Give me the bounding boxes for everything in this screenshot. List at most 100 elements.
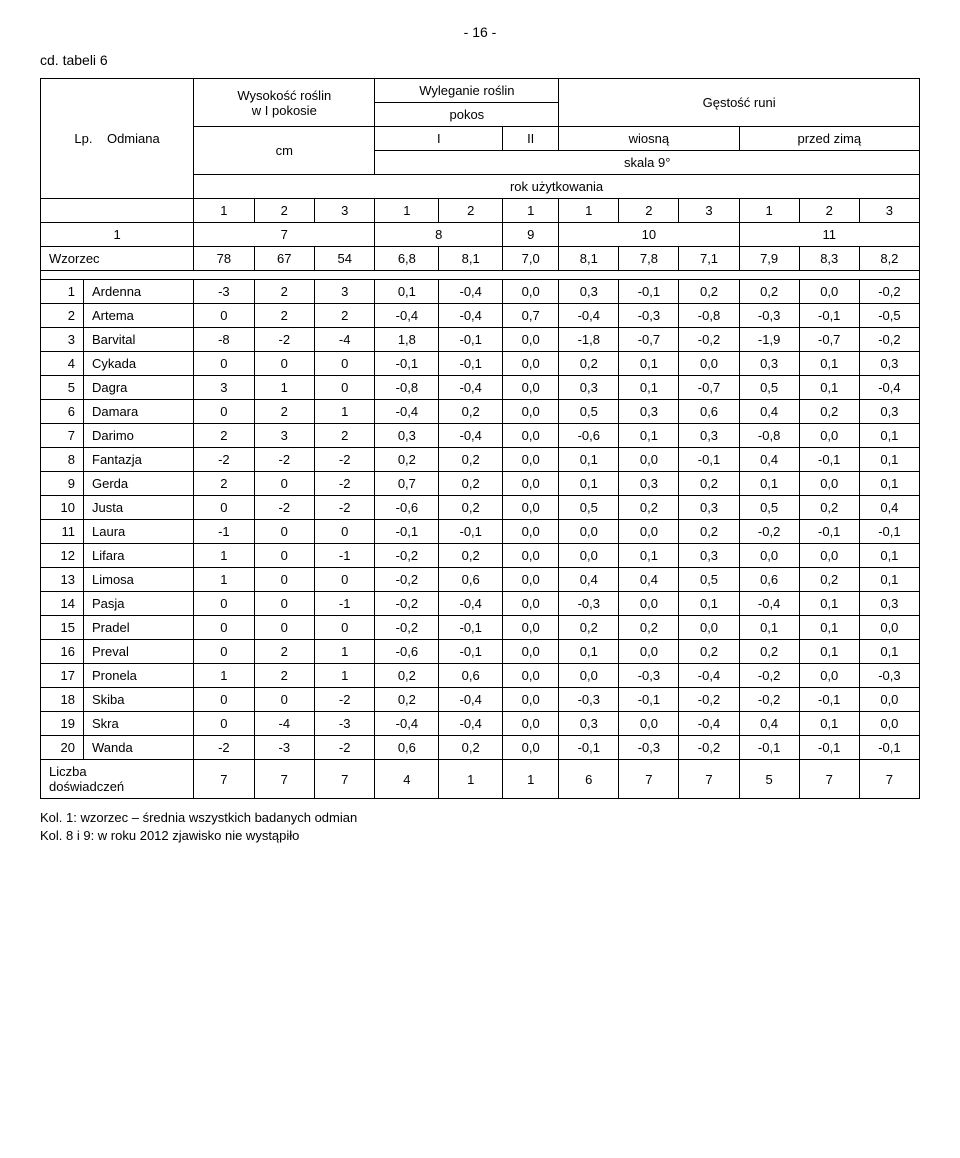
cell: -0,1 (619, 280, 679, 304)
liczba-v-11: 7 (859, 760, 919, 799)
cell: 0,5 (559, 400, 619, 424)
cell: 0 (314, 376, 374, 400)
cell: 0,2 (439, 400, 503, 424)
cell: -0,4 (679, 664, 739, 688)
reference-row: Wzorzec7867546,88,17,08,17,87,17,98,38,2 (41, 247, 920, 271)
cell: 0,2 (799, 400, 859, 424)
row-index: 5 (41, 376, 84, 400)
reference-v-7: 7,8 (619, 247, 679, 271)
cell: -0,4 (375, 712, 439, 736)
cell: 0,1 (859, 640, 919, 664)
cell: -0,1 (679, 448, 739, 472)
reference-name: Wzorzec (41, 247, 194, 271)
cell: 0,6 (739, 568, 799, 592)
row-name: Justa (84, 496, 194, 520)
cell: -2 (314, 496, 374, 520)
cell: 0,3 (859, 352, 919, 376)
liczba-v-0: 7 (194, 760, 254, 799)
cell: -1 (194, 520, 254, 544)
cell: 0,1 (859, 448, 919, 472)
cell: 1 (254, 376, 314, 400)
colnum-4: 10 (559, 223, 739, 247)
cell: -0,3 (739, 304, 799, 328)
cell: -0,4 (375, 400, 439, 424)
h-y-a2: 3 (314, 199, 374, 223)
cell: -0,4 (439, 688, 503, 712)
cell: 0,3 (859, 592, 919, 616)
cell: 1 (314, 640, 374, 664)
table-row: 2Artema022-0,4-0,40,7-0,4-0,3-0,8-0,3-0,… (41, 304, 920, 328)
cell: 0,0 (503, 712, 559, 736)
cell: 0,2 (439, 472, 503, 496)
cell: 0,1 (799, 352, 859, 376)
h-y-c0: 1 (503, 199, 559, 223)
cell: 0,3 (679, 544, 739, 568)
cell: 0,3 (559, 712, 619, 736)
cell: 0,0 (799, 544, 859, 568)
reference-v-0: 78 (194, 247, 254, 271)
cell: -0,2 (859, 328, 919, 352)
cell: 2 (254, 304, 314, 328)
table-row: 1Ardenna-3230,1-0,40,00,3-0,10,20,20,0-0… (41, 280, 920, 304)
spacer-row (41, 271, 920, 280)
row-name: Limosa (84, 568, 194, 592)
reference-v-3: 6,8 (375, 247, 439, 271)
cell: -3 (314, 712, 374, 736)
cell: -0,7 (679, 376, 739, 400)
cell: -0,6 (375, 640, 439, 664)
cell: 0,0 (503, 424, 559, 448)
cell: -0,4 (439, 280, 503, 304)
cell: 0,5 (679, 568, 739, 592)
colnum-2: 8 (375, 223, 503, 247)
cell: 2 (314, 304, 374, 328)
cell: -0,4 (439, 304, 503, 328)
cell: -3 (254, 736, 314, 760)
cell: 0 (194, 400, 254, 424)
cell: 0,0 (859, 616, 919, 640)
cell: 0,0 (679, 352, 739, 376)
cell: -0,2 (679, 688, 739, 712)
row-index: 18 (41, 688, 84, 712)
cell: 0,5 (739, 376, 799, 400)
colnum-0: 1 (41, 223, 194, 247)
cell: -2 (314, 688, 374, 712)
table-row: 6Damara021-0,40,20,00,50,30,60,40,20,3 (41, 400, 920, 424)
cell: 0,0 (799, 424, 859, 448)
cell: -0,8 (679, 304, 739, 328)
row-index: 11 (41, 520, 84, 544)
row-index: 7 (41, 424, 84, 448)
cell: 0,7 (375, 472, 439, 496)
cell: -0,4 (375, 304, 439, 328)
header-wiosna: wiosną (559, 127, 739, 151)
cell: 0,2 (679, 472, 739, 496)
cell: 0,0 (559, 664, 619, 688)
cell: 0,4 (739, 448, 799, 472)
cell: -0,8 (739, 424, 799, 448)
reference-v-1: 67 (254, 247, 314, 271)
cell: 0 (254, 544, 314, 568)
cell: -0,1 (799, 736, 859, 760)
cell: -0,4 (439, 424, 503, 448)
cell: 1,8 (375, 328, 439, 352)
cell: -4 (254, 712, 314, 736)
cell: -0,3 (619, 304, 679, 328)
cell: 0,2 (439, 496, 503, 520)
cell: -4 (314, 328, 374, 352)
cell: 0,0 (503, 400, 559, 424)
reference-v-5: 7,0 (503, 247, 559, 271)
cell: 0,1 (859, 472, 919, 496)
cell: 1 (314, 664, 374, 688)
cell: -0,4 (739, 592, 799, 616)
header-wysokosc: Wysokość roślin w I pokosie (194, 79, 375, 127)
cell: 0,1 (619, 352, 679, 376)
table-row: 16Preval021-0,6-0,10,00,10,00,20,20,10,1 (41, 640, 920, 664)
row-index: 10 (41, 496, 84, 520)
cell: 0 (194, 688, 254, 712)
table-row: 12Lifara10-1-0,20,20,00,00,10,30,00,00,1 (41, 544, 920, 568)
cell: 0,2 (559, 352, 619, 376)
cell: 0,3 (679, 496, 739, 520)
cell: 0,0 (503, 568, 559, 592)
header-odmiana: Odmiana (107, 131, 160, 146)
cell: -0,1 (375, 352, 439, 376)
row-name: Skiba (84, 688, 194, 712)
